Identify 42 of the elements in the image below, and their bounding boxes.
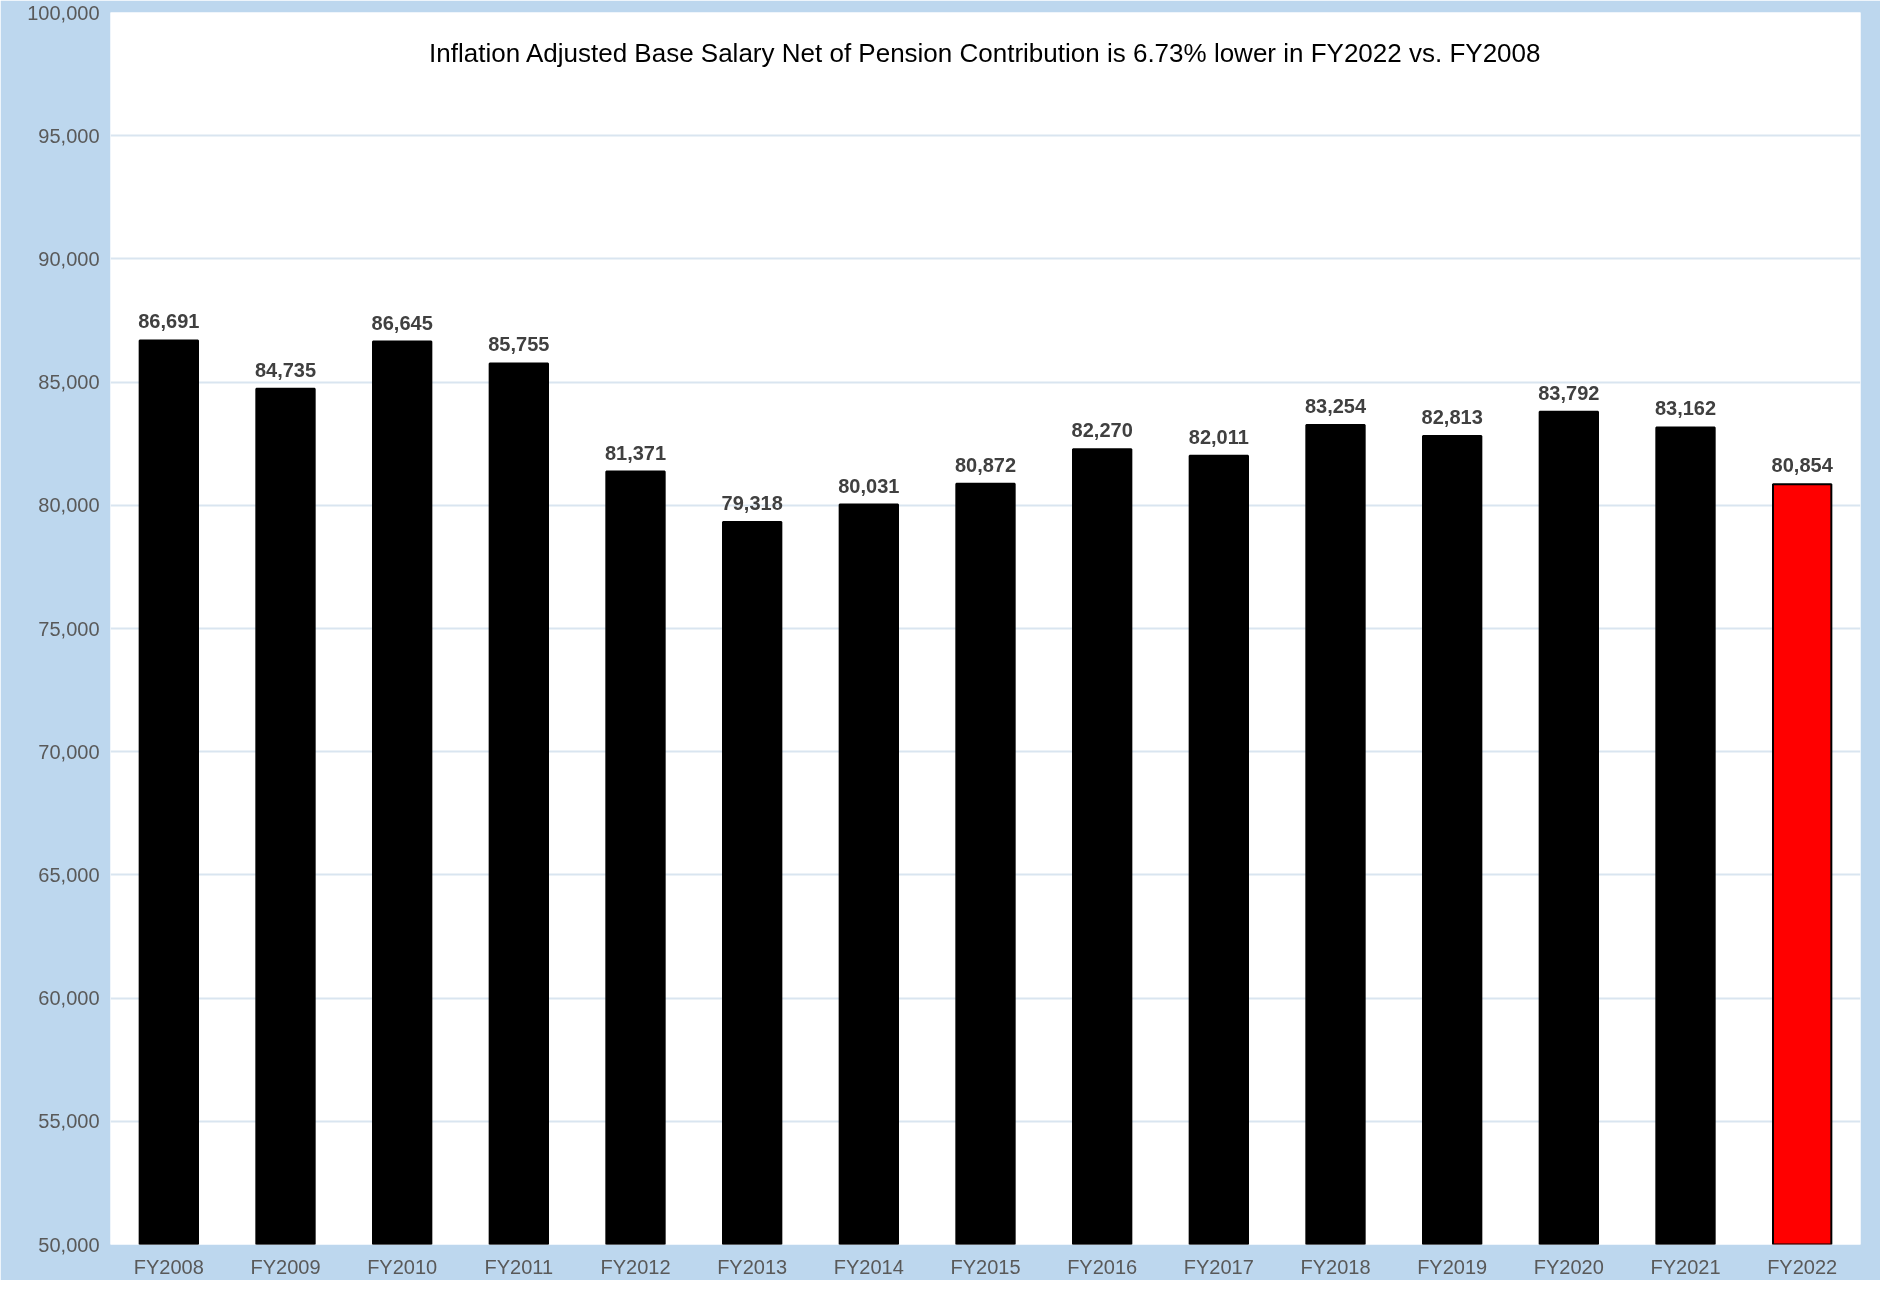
- data-label: 80,854: [1771, 454, 1834, 477]
- y-tick-label: 95,000: [38, 124, 100, 147]
- x-tick-label: FY2016: [1067, 1255, 1138, 1278]
- x-tick-label: FY2017: [1183, 1255, 1254, 1278]
- y-tick-label: 75,000: [38, 617, 100, 640]
- y-tick-label: 60,000: [38, 987, 100, 1010]
- data-label: 81,371: [604, 441, 667, 464]
- x-tick-label: FY2011: [484, 1255, 554, 1278]
- data-label: 79,318: [721, 492, 783, 515]
- x-tick-label: FY2021: [1650, 1255, 1721, 1278]
- x-tick-label: FY2010: [367, 1255, 438, 1278]
- data-label: 80,872: [954, 453, 1017, 476]
- x-tick-label: FY2012: [600, 1255, 671, 1278]
- y-tick-label: 50,000: [38, 1233, 100, 1256]
- x-tick-label: FY2014: [833, 1255, 904, 1278]
- x-tick-label: FY2019: [1417, 1255, 1488, 1278]
- data-label: 86,691: [138, 310, 200, 333]
- y-tick-label: 80,000: [38, 494, 100, 517]
- data-label: 83,162: [1654, 397, 1717, 420]
- data-label: 82,011: [1188, 425, 1249, 448]
- x-tick-label: FY2013: [717, 1255, 788, 1278]
- x-tick-label: FY2018: [1300, 1255, 1371, 1278]
- x-tick-label: FY2009: [250, 1255, 321, 1278]
- x-tick-label: FY2008: [133, 1255, 204, 1278]
- data-label: 84,735: [254, 358, 317, 381]
- data-label: 83,792: [1538, 381, 1600, 404]
- data-label: 82,270: [1071, 419, 1133, 442]
- x-tick-label: FY2020: [1533, 1255, 1604, 1278]
- data-label: 85,755: [488, 333, 550, 356]
- data-label: 80,031: [838, 474, 900, 497]
- y-tick-label: 85,000: [38, 371, 100, 394]
- text: Inflation Adjusted Base Salary Net of Pension Contribution is 6.73% lower in FY2022 vs. FY2008: [429, 37, 1541, 68]
- y-tick-label: 65,000: [38, 863, 100, 886]
- y-tick-label: 90,000: [38, 247, 100, 270]
- data-label: 83,254: [1304, 395, 1367, 418]
- y-tick-label: 100,000: [27, 1, 100, 24]
- y-tick-label: 70,000: [38, 740, 100, 763]
- x-tick-label: FY2022: [1767, 1255, 1838, 1278]
- data-label: 86,645: [371, 311, 433, 334]
- data-label: 82,813: [1421, 405, 1483, 428]
- x-tick-label: FY2015: [950, 1255, 1021, 1278]
- y-tick-label: 55,000: [38, 1110, 100, 1133]
